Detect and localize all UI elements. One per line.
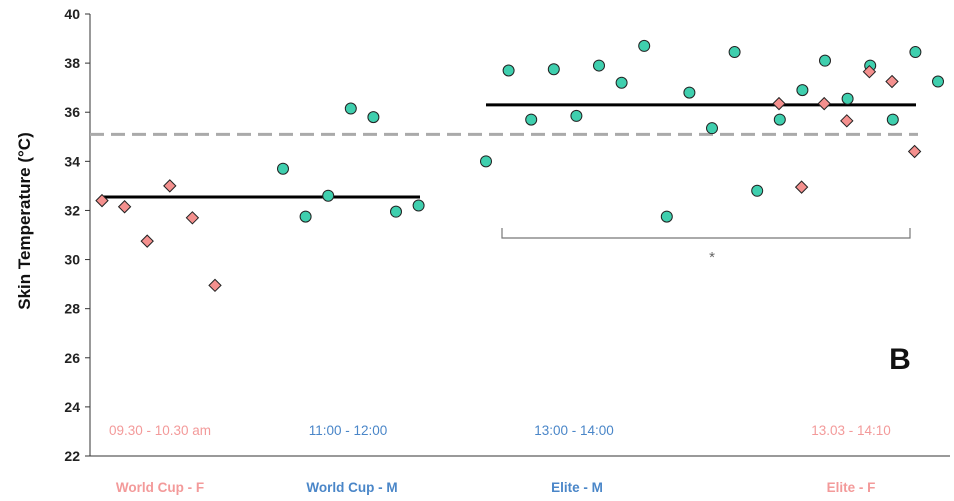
y-tick-label: 38	[64, 55, 80, 71]
data-point-circle	[796, 84, 809, 97]
data-point-circle	[367, 111, 380, 124]
time-label: 09.30 - 10.30 am	[109, 423, 211, 438]
data-point-diamond	[794, 180, 809, 194]
data-point-circle	[525, 113, 538, 126]
data-point-circle	[322, 189, 335, 202]
data-point-circle	[773, 113, 786, 126]
data-point-circle	[593, 59, 605, 72]
y-axis-label: Skin Temperature (°C)	[15, 132, 34, 309]
group-label: Elite - F	[827, 480, 876, 495]
data-point-diamond	[117, 200, 132, 214]
data-point-diamond	[185, 211, 200, 225]
data-point-circle	[480, 155, 492, 168]
group-label: World Cup - M	[306, 480, 397, 495]
data-point-diamond	[862, 64, 877, 79]
data-point-circle	[615, 76, 628, 89]
data-point-circle	[412, 199, 425, 212]
data-points	[95, 39, 944, 293]
data-point-circle	[819, 54, 831, 67]
y-tick-label: 36	[64, 104, 80, 120]
group-labels: 09.30 - 10.30 am World Cup - F 11:00 - 12:…	[109, 423, 891, 495]
y-tick-label: 32	[64, 202, 80, 218]
data-point-circle	[502, 64, 515, 77]
data-point-diamond	[163, 179, 177, 193]
data-point-circle	[932, 75, 944, 88]
data-point-diamond	[208, 278, 222, 293]
y-tick-label: 40	[64, 6, 80, 22]
significance-bracket: *	[501, 228, 911, 266]
data-point-circle	[751, 184, 764, 197]
data-point-diamond	[840, 114, 854, 128]
data-point-circle	[638, 39, 651, 52]
data-point-circle	[728, 46, 741, 59]
group-label: Elite - M	[551, 480, 603, 495]
y-tick-label: 24	[64, 399, 80, 415]
y-tick-label: 34	[64, 153, 80, 169]
data-point-circle	[841, 92, 854, 105]
data-point-circle	[909, 46, 922, 59]
data-point-diamond	[772, 96, 786, 111]
group-label: World Cup - F	[116, 480, 204, 495]
y-tick-label: 30	[64, 252, 80, 268]
axes: 22 24 26 28 30 32 34 36 38 40	[64, 6, 950, 464]
data-point-circle	[660, 210, 673, 223]
data-point-circle	[547, 63, 560, 76]
data-point-circle	[886, 113, 899, 126]
data-point-circle	[570, 109, 583, 122]
data-point-circle	[706, 122, 718, 135]
data-point-diamond	[907, 144, 922, 159]
data-point-diamond	[95, 193, 109, 208]
data-point-diamond	[885, 74, 899, 89]
data-point-circle	[683, 86, 696, 99]
significance-mark: *	[709, 249, 715, 266]
data-point-diamond	[140, 234, 154, 248]
data-point-circle	[344, 102, 357, 115]
time-label: 13:00 - 14:00	[534, 423, 614, 438]
y-tick-label: 22	[64, 448, 80, 464]
time-label: 11:00 - 12:00	[309, 423, 388, 438]
panel-label: B	[889, 343, 911, 376]
data-point-circle	[277, 162, 289, 175]
data-point-circle	[390, 205, 402, 218]
data-point-diamond	[817, 96, 831, 111]
bracket-line	[501, 228, 911, 239]
y-tick-label: 26	[64, 350, 80, 366]
mean-lines	[102, 103, 916, 199]
data-point-circle	[299, 210, 312, 223]
y-tick-label: 28	[64, 301, 80, 317]
time-label: 13.03 - 14:10	[811, 423, 891, 438]
